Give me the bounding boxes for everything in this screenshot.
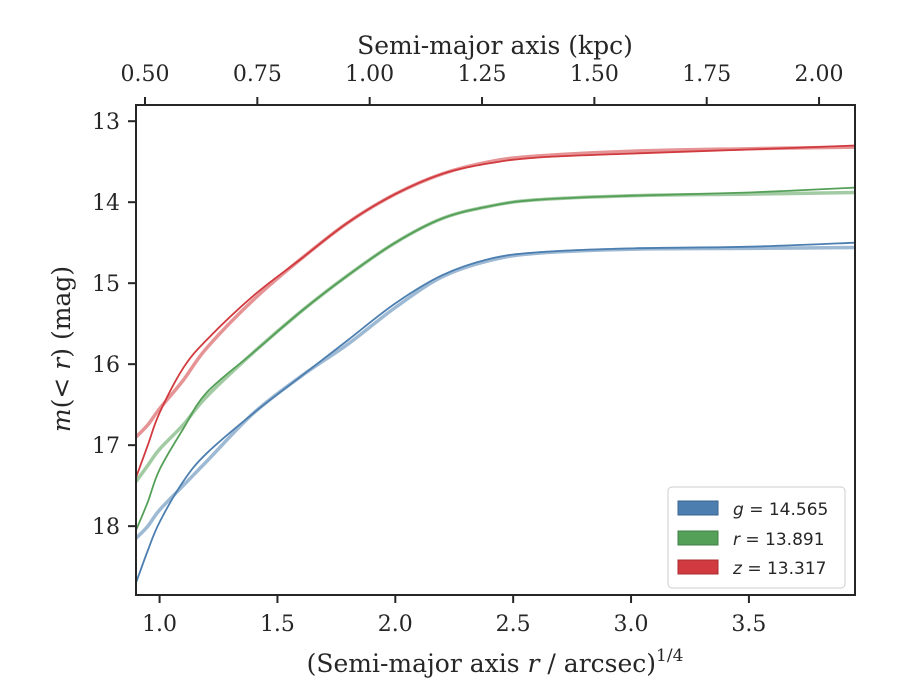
series-z-model-line: [136, 145, 855, 439]
y-axis: 13 14 15 16 17 18: [92, 110, 136, 540]
x-tick-label: 1.5: [260, 612, 295, 637]
y-tick-label: 18: [92, 515, 120, 540]
y-tick-label: 15: [92, 272, 120, 297]
top-x-tick-label: 0.50: [120, 62, 169, 87]
y-tick-label: 16: [92, 353, 120, 378]
y-axis-title: m(< r) (mag): [47, 266, 76, 432]
top-x-tick-label: 0.75: [233, 62, 282, 87]
y-tick-label: 17: [92, 434, 120, 459]
series-g-line: [136, 241, 855, 584]
y-tick-label: 13: [92, 110, 120, 135]
series-r-model-line: [136, 190, 855, 484]
legend: g = 14.565 r = 13.891 z = 13.317: [667, 486, 846, 589]
top-x-tick-label: 1.00: [345, 62, 394, 87]
top-x-tick-label: 1.75: [682, 62, 731, 87]
x-tick-label: 3.0: [614, 612, 649, 637]
legend-swatch-r: [677, 530, 719, 546]
y-tick-label: 14: [92, 191, 120, 216]
x-tick-label: 3.5: [731, 612, 766, 637]
x-axis-title: (Semi-major axis r / arcsec)1/4: [307, 646, 684, 678]
legend-label-z: z = 13.317: [732, 559, 826, 579]
top-x-tick-label: 1.50: [570, 62, 619, 87]
series-z-line: [136, 144, 855, 479]
legend-swatch-z: [677, 559, 719, 575]
x-tick-label: 1.0: [142, 612, 177, 637]
top-x-axis-title: Semi-major axis (kpc): [357, 31, 633, 60]
x-tick-label: 2.0: [378, 612, 413, 637]
legend-swatch-g: [677, 500, 719, 516]
bottom-x-axis: 1.0 1.5 2.0 2.5 3.0 3.5: [142, 595, 766, 637]
x-tick-label: 2.5: [496, 612, 531, 637]
top-x-tick-label: 1.25: [458, 62, 507, 87]
series-layer: [136, 144, 855, 584]
legend-label-r: r = 13.891: [733, 530, 825, 550]
top-x-axis: 0.50 0.75 1.00 1.25 1.50 1.75 2.00: [120, 62, 844, 105]
series-r-line: [136, 186, 855, 532]
plot-frame: [135, 104, 856, 596]
top-x-tick-label: 2.00: [795, 62, 844, 87]
legend-label-g: g = 14.565: [733, 500, 828, 520]
